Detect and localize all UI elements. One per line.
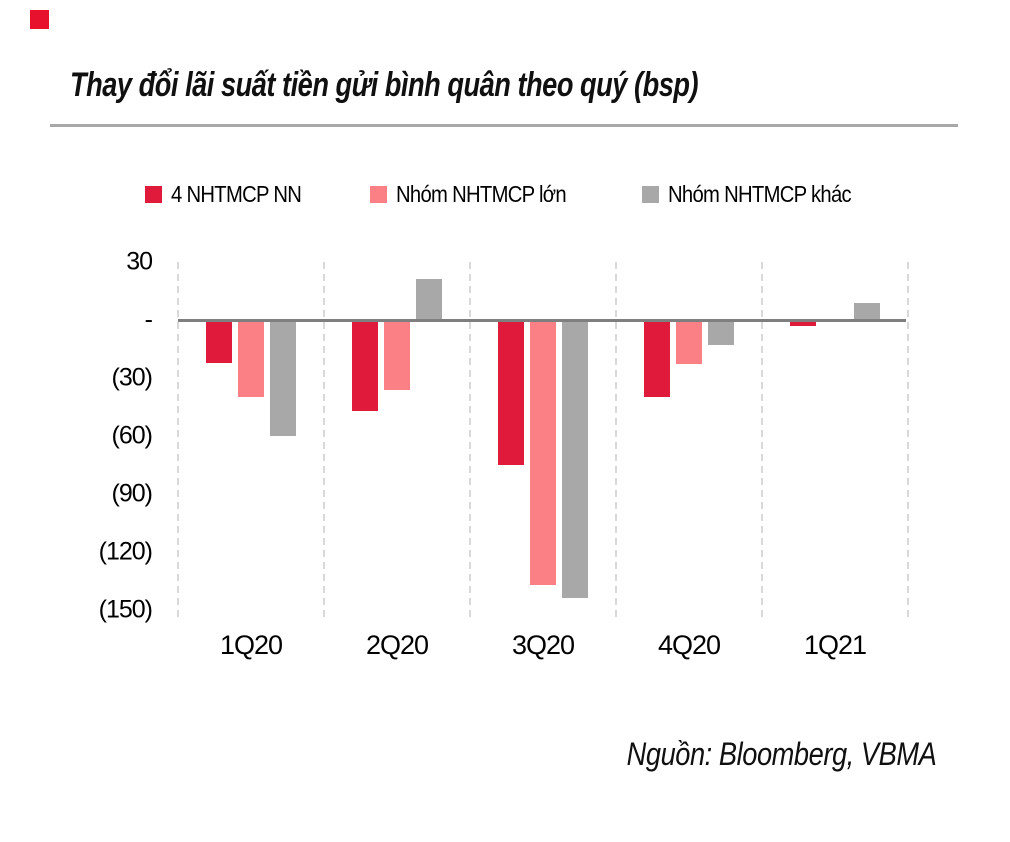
bar xyxy=(644,320,670,398)
y-axis: 30 - (30) (60) (90) (120) (150) xyxy=(0,248,153,624)
page-title: Thay đổi lãi suất tiền gửi bình quân the… xyxy=(70,66,699,104)
legend-item: Nhóm NHTMCP khác xyxy=(641,181,876,208)
legend-label: Nhóm NHTMCP khác xyxy=(667,181,852,207)
bar xyxy=(416,279,442,320)
y-axis-tick-label: - xyxy=(144,305,153,334)
x-axis-tick-label: 3Q20 xyxy=(511,630,575,660)
chart-legend: 4 NHTMCP NN Nhóm NHTMCP lớn Nhóm NHTMCP kh… xyxy=(10,181,1010,208)
vertical-gridline xyxy=(615,262,617,618)
legend-item: Nhóm NHTMCP lớn xyxy=(370,181,589,208)
bar xyxy=(238,320,264,398)
vertical-gridline xyxy=(323,262,325,618)
bar xyxy=(790,320,816,326)
chart-plot-area: 1Q20 2Q20 3Q20 4Q20 1Q21 xyxy=(177,262,909,660)
x-axis-tick-label: 1Q21 xyxy=(803,630,867,660)
legend-swatch-icon xyxy=(370,186,388,203)
y-axis-tick-label: (150) xyxy=(98,595,153,624)
bar xyxy=(206,320,232,363)
bar xyxy=(270,320,296,436)
x-axis-tick-label: 2Q20 xyxy=(365,630,429,660)
bar xyxy=(498,320,524,465)
legend-label: 4 NHTMCP NN xyxy=(170,181,302,207)
bar xyxy=(352,320,378,411)
vertical-gridline xyxy=(761,262,763,618)
source-credit: Nguồn: Bloomberg, VBMA xyxy=(626,736,936,772)
y-axis-tick-label: (30) xyxy=(111,363,153,392)
vertical-gridline xyxy=(469,262,471,618)
bar xyxy=(676,320,702,365)
bar xyxy=(708,320,734,346)
zero-axis-line xyxy=(178,318,906,322)
y-axis-tick-label: (60) xyxy=(111,421,153,450)
brand-logo-square xyxy=(30,10,49,29)
y-axis-tick-label: 30 xyxy=(126,247,153,276)
legend-swatch-icon xyxy=(641,186,659,203)
vertical-gridline xyxy=(907,262,909,618)
legend-swatch-icon xyxy=(144,186,162,203)
vertical-gridline xyxy=(177,262,179,618)
y-axis-tick-label: (90) xyxy=(111,479,153,508)
title-divider xyxy=(50,124,958,127)
legend-label: Nhóm NHTMCP lớn xyxy=(396,181,567,207)
y-axis-tick-label: (120) xyxy=(98,537,153,566)
legend-item: 4 NHTMCP NN xyxy=(144,181,319,208)
bar xyxy=(562,320,588,599)
bar xyxy=(530,320,556,585)
bar xyxy=(384,320,410,390)
bar xyxy=(854,302,880,320)
x-axis-tick-label: 1Q20 xyxy=(219,630,283,660)
x-axis-tick-label: 4Q20 xyxy=(657,630,721,660)
